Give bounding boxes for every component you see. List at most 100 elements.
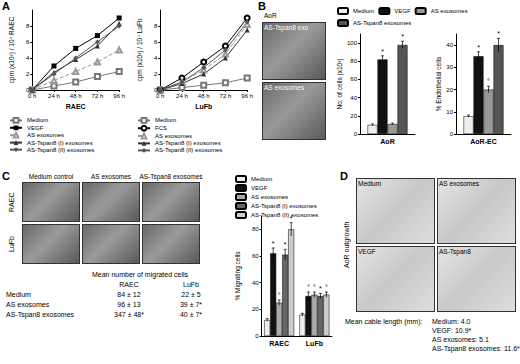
svg-text:cpm (x10³) / 10⁴ RAEC: cpm (x10³) / 10⁴ RAEC bbox=[8, 17, 16, 84]
svg-text:24 h: 24 h bbox=[48, 93, 60, 99]
svg-text:60: 60 bbox=[252, 253, 259, 259]
html-text:347 ± 48*: 347 ± 48* bbox=[114, 311, 144, 318]
svg-text:20: 20 bbox=[350, 113, 357, 119]
svg-text:AS exosomes: AS exosomes bbox=[155, 133, 192, 139]
svg-text:0: 0 bbox=[450, 131, 454, 137]
svg-text:Medium: Medium bbox=[155, 117, 176, 123]
svg-text:LuFb: LuFb bbox=[306, 340, 323, 347]
svg-text:RAEC: RAEC bbox=[269, 340, 289, 347]
html-text:Medium control: Medium control bbox=[28, 173, 74, 180]
svg-text:*: * bbox=[401, 33, 404, 40]
svg-text:2: 2 bbox=[26, 71, 30, 77]
svg-text:°: ° bbox=[325, 284, 328, 291]
svg-text:Medium: Medium bbox=[353, 8, 374, 14]
svg-text:AoR-EC: AoR-EC bbox=[470, 138, 496, 145]
svg-text:VEGF: VEGF bbox=[27, 125, 44, 131]
html-text:LuFb: LuFb bbox=[8, 236, 15, 252]
svg-text:AS exosomes: AS exosomes bbox=[431, 8, 468, 14]
svg-text:% Migrating cells: % Migrating cells bbox=[234, 251, 242, 301]
html-text:AS-Tspan8 exosomes: AS-Tspan8 exosomes bbox=[139, 173, 203, 180]
svg-text:RAEC: RAEC bbox=[66, 103, 86, 110]
svg-text:0: 0 bbox=[255, 333, 259, 339]
svg-text:*: * bbox=[497, 30, 500, 37]
html-text:B: B bbox=[258, 0, 266, 12]
svg-text:4: 4 bbox=[26, 55, 30, 61]
svg-text:% Endothelial cells: % Endothelial cells bbox=[435, 56, 442, 111]
html-text:Mean number of migrated cells: Mean number of migrated cells bbox=[91, 271, 188, 278]
svg-text:20: 20 bbox=[446, 87, 453, 93]
html-text:AS-Tspan8 exo: AS-Tspan8 exo bbox=[264, 24, 309, 31]
html-text:C: C bbox=[2, 170, 10, 182]
svg-text:Medium: Medium bbox=[27, 117, 48, 123]
html-text:RAEC: RAEC bbox=[8, 192, 15, 212]
svg-text:0 h: 0 h bbox=[28, 93, 36, 99]
svg-text:cpm (x10³) / 10⁴ LuFb: cpm (x10³) / 10⁴ LuFb bbox=[136, 18, 144, 82]
svg-text:0: 0 bbox=[354, 131, 358, 137]
svg-text:6: 6 bbox=[154, 39, 158, 45]
svg-text:48 h: 48 h bbox=[198, 93, 210, 99]
svg-text:40: 40 bbox=[446, 42, 453, 48]
svg-text:AS-Tspan8 (II) exosomes: AS-Tspan8 (II) exosomes bbox=[27, 147, 94, 153]
html-text:39 ± 7*: 39 ± 7* bbox=[179, 301, 203, 308]
svg-text:°: ° bbox=[487, 78, 490, 85]
svg-text:AS-Tspan8 (II) exosomes: AS-Tspan8 (II) exosomes bbox=[155, 147, 222, 153]
svg-text:40: 40 bbox=[252, 280, 259, 286]
html-text:AS exosomes: AS exosomes bbox=[6, 301, 50, 308]
svg-text:*: * bbox=[290, 215, 293, 222]
svg-text:VEGF: VEGF bbox=[394, 8, 411, 14]
svg-text:100: 100 bbox=[347, 40, 358, 46]
html-text:AoR: AoR bbox=[264, 12, 277, 19]
svg-text:°: ° bbox=[313, 284, 316, 291]
html-text:22 ± 5: 22 ± 5 bbox=[181, 291, 201, 298]
svg-text:AS exosomes: AS exosomes bbox=[27, 132, 64, 138]
svg-text:*: * bbox=[477, 44, 480, 51]
svg-text:72 h: 72 h bbox=[220, 93, 232, 99]
svg-text:60: 60 bbox=[350, 76, 357, 82]
svg-text:30: 30 bbox=[446, 64, 453, 70]
svg-text:80: 80 bbox=[252, 226, 259, 232]
svg-text:80: 80 bbox=[350, 58, 357, 64]
html-text:Medium: Medium bbox=[6, 291, 31, 298]
html-text:D: D bbox=[340, 170, 348, 182]
svg-text:*: * bbox=[284, 241, 287, 248]
svg-text:72 h: 72 h bbox=[92, 93, 104, 99]
svg-text:VEGF: VEGF bbox=[251, 185, 268, 191]
svg-text:4: 4 bbox=[154, 55, 158, 61]
html-text:RAEC: RAEC bbox=[119, 281, 139, 288]
svg-text:°: ° bbox=[307, 284, 310, 291]
svg-text:40: 40 bbox=[350, 95, 357, 101]
svg-text:96 h: 96 h bbox=[113, 93, 125, 99]
svg-text:0 h: 0 h bbox=[156, 93, 164, 99]
svg-text:No. of cells (x10³): No. of cells (x10³) bbox=[336, 59, 344, 110]
svg-text:*: * bbox=[272, 240, 275, 247]
svg-text:AS-Tspan8 (I) exosomes: AS-Tspan8 (I) exosomes bbox=[251, 203, 317, 209]
svg-text:6: 6 bbox=[26, 39, 30, 45]
svg-text:*: * bbox=[319, 285, 322, 292]
svg-text:10: 10 bbox=[446, 109, 453, 115]
svg-text:24 h: 24 h bbox=[176, 93, 188, 99]
html-text:LuFb: LuFb bbox=[183, 281, 199, 288]
svg-text:20: 20 bbox=[252, 306, 259, 312]
html-text:A: A bbox=[2, 0, 10, 12]
svg-text:96 h: 96 h bbox=[241, 93, 253, 99]
svg-text:°: ° bbox=[278, 292, 281, 299]
svg-text:2: 2 bbox=[154, 71, 158, 77]
svg-text:Medium: Medium bbox=[251, 176, 272, 182]
html-text:96 ± 13: 96 ± 13 bbox=[117, 301, 141, 308]
svg-text:*: * bbox=[381, 48, 384, 55]
html-text:84 ± 12: 84 ± 12 bbox=[117, 291, 141, 298]
svg-text:AS exosomes: AS exosomes bbox=[251, 194, 288, 200]
svg-text:AoR: AoR bbox=[380, 138, 394, 145]
svg-text:AS-Tspan8 exosomes: AS-Tspan8 exosomes bbox=[353, 20, 411, 26]
svg-text:8: 8 bbox=[26, 23, 30, 29]
svg-text:8: 8 bbox=[154, 23, 158, 29]
svg-text:LuFb: LuFb bbox=[195, 103, 212, 110]
svg-text:48 h: 48 h bbox=[70, 93, 82, 99]
html-text:AS exosomes: AS exosomes bbox=[90, 173, 131, 180]
svg-text:FCS: FCS bbox=[155, 125, 167, 131]
svg-text:AS-Tspan8 (I) exosomes: AS-Tspan8 (I) exosomes bbox=[27, 140, 93, 146]
svg-text:AS-Tspan8 (I) exosomes: AS-Tspan8 (I) exosomes bbox=[155, 140, 221, 146]
html-text:AS-Tspan8 exosomes: AS-Tspan8 exosomes bbox=[6, 311, 75, 318]
html-text:AS exosomes: AS exosomes bbox=[264, 84, 305, 91]
svg-text:AS-Tspan8 (II) exosomes: AS-Tspan8 (II) exosomes bbox=[251, 212, 318, 218]
